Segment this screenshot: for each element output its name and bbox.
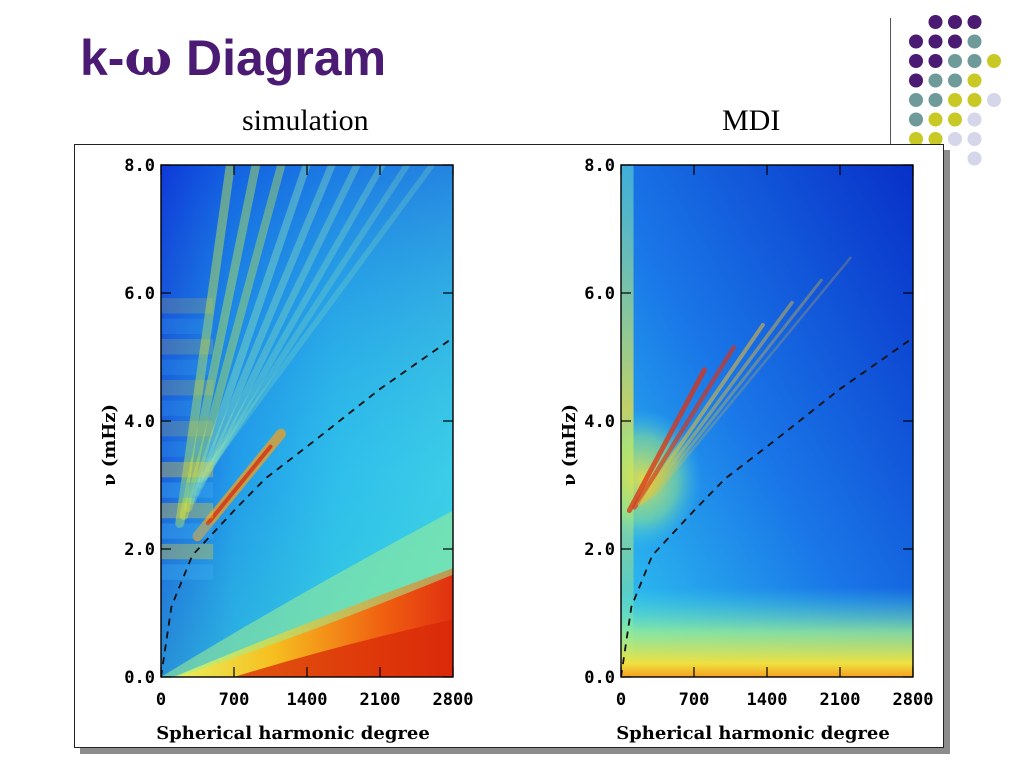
slide-title: k-ω Diagram (80, 28, 386, 87)
decorative-dot (928, 34, 943, 49)
decorative-dot (967, 112, 982, 127)
decorative-dot (967, 151, 982, 166)
decorative-dot (948, 15, 962, 29)
heatmap-image (621, 165, 913, 677)
y-tick-label: 6.0 (584, 284, 615, 304)
y-tick-label: 8.0 (584, 156, 615, 176)
decorative-dot (928, 15, 943, 29)
decorative-dot (948, 54, 962, 68)
x-tick-label: 700 (219, 690, 250, 710)
y-tick-label: 0.0 (584, 668, 615, 688)
dashed-ridge-curve (621, 337, 913, 677)
simulation-label: simulation (242, 104, 369, 137)
y-axis-label: ν (mHz) (559, 404, 580, 486)
decorative-dot (967, 132, 982, 146)
x-tick-label: 0 (156, 690, 166, 710)
x-tick-label: 2100 (820, 690, 861, 710)
decorative-dot (928, 93, 943, 107)
decorative-dot (967, 73, 982, 88)
decorative-dot-grid (909, 15, 1001, 166)
dashed-ridge-curve (161, 337, 453, 677)
decorative-dot (967, 93, 982, 107)
x-axis-label: Spherical harmonic degree (156, 723, 430, 744)
x-tick-label: 1400 (747, 690, 788, 710)
decorative-dot (987, 93, 1001, 107)
title-suffix: Diagram (172, 30, 387, 86)
y-tick-label: 2.0 (584, 540, 615, 560)
decorative-dot (928, 54, 943, 68)
x-tick-label: 700 (679, 690, 710, 710)
k-omega-figure: 0 700 1400 2100 2800 0.0 2.0 4.0 6.0 8.0 Spherical… (99, 156, 933, 744)
y-axis-label: ν (mHz) (99, 404, 120, 486)
decorative-dot (909, 54, 923, 68)
decorative-dot (967, 34, 982, 49)
decorative-vertical-rule (890, 18, 891, 166)
y-tick-label: 4.0 (584, 412, 615, 432)
y-tick-label: 0.0 (124, 668, 155, 688)
mdi-label: MDI (722, 104, 781, 137)
x-axis-label: Spherical harmonic degree (616, 723, 890, 744)
simulation-chart: 0 700 1400 2100 2800 0.0 2.0 4.0 6.0 8.0 Spherical… (99, 156, 474, 744)
decorative-dot (928, 112, 943, 127)
decorative-dot (909, 34, 923, 49)
decorative-dot (928, 132, 943, 146)
mdi-chart: 0 700 1400 2100 2800 0.0 2.0 4.0 6.0 8.0 Spherical… (559, 156, 933, 744)
figure-frame: 0 700 1400 2100 2800 0.0 2.0 4.0 6.0 8.0 Spherical… (74, 144, 944, 748)
decorative-dot (948, 34, 962, 49)
decorative-dot (928, 73, 943, 88)
x-tick-label: 1400 (287, 690, 328, 710)
heatmap-image (161, 165, 453, 677)
decorative-dot (909, 93, 923, 107)
decorative-dot (987, 54, 1001, 68)
y-tick-label: 8.0 (124, 156, 155, 176)
x-tick-label: 2100 (360, 690, 401, 710)
decorative-dot (967, 15, 982, 29)
decorative-dot (948, 73, 962, 88)
title-prefix: k- (80, 30, 125, 86)
decorative-dot (948, 132, 962, 146)
decorative-dot (909, 112, 923, 127)
y-tick-label: 6.0 (124, 284, 155, 304)
y-tick-label: 2.0 (124, 540, 155, 560)
x-tick-label: 0 (616, 690, 626, 710)
x-tick-label: 2800 (893, 690, 934, 710)
decorative-dot (948, 93, 962, 107)
y-tick-label: 4.0 (124, 412, 155, 432)
decorative-dot (909, 73, 923, 88)
decorative-dot (909, 132, 923, 146)
decorative-dot (967, 54, 982, 68)
decorative-dot (948, 112, 962, 127)
x-tick-label: 2800 (433, 690, 474, 710)
title-omega: ω (124, 28, 173, 87)
